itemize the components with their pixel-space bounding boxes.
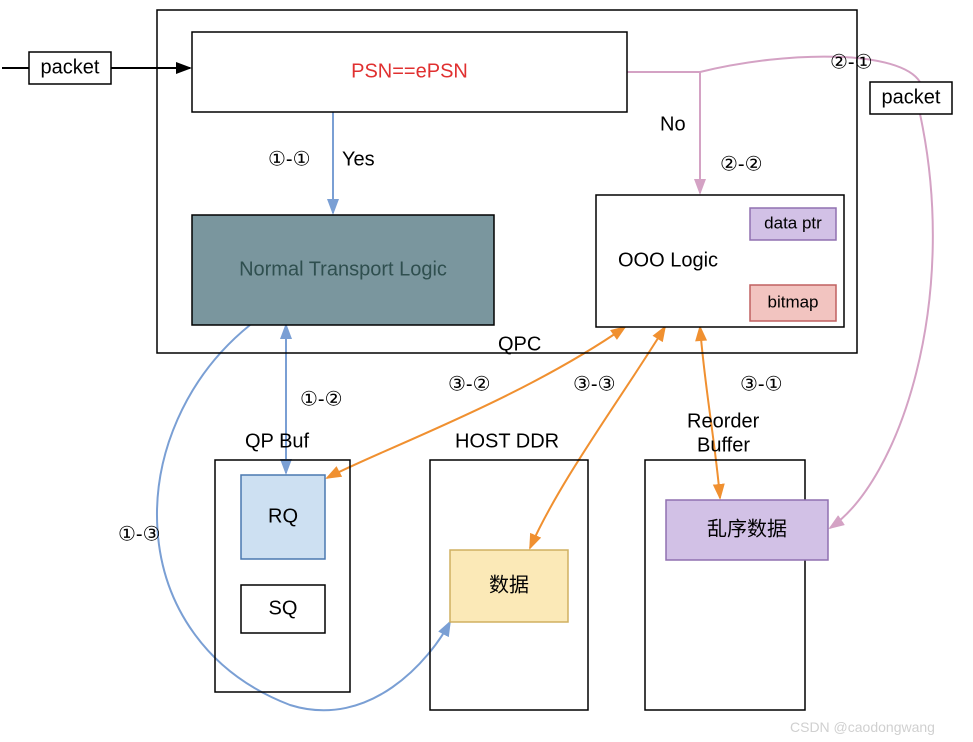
node-reorder_frame [645, 460, 805, 710]
anno-qpc: QPC [498, 333, 541, 355]
anno-e21: ②-① [830, 51, 873, 73]
anno-e22: ②-② [720, 153, 763, 175]
label-hostddr: HOST DDR [455, 430, 559, 452]
anno-e12: ①-② [300, 388, 343, 410]
edge-e32_curve [327, 327, 625, 478]
anno-e13: ①-③ [118, 523, 161, 545]
anno-e11: ①-① [268, 148, 311, 170]
label-reorder2: Buffer [697, 434, 750, 456]
label-sq: SQ [269, 597, 298, 619]
anno-no: No [660, 113, 686, 135]
label-packet_out: packet [882, 86, 941, 108]
anno-yes: Yes [342, 148, 375, 170]
edge-e21_to_ooo [830, 114, 933, 528]
anno-e31: ③-① [740, 373, 783, 395]
label-decision: PSN==ePSN [351, 60, 468, 82]
anno-e32: ③-② [448, 373, 491, 395]
anno-e33: ③-③ [573, 373, 616, 395]
label-reorder1: Reorder [687, 410, 760, 432]
label-bitmap: bitmap [767, 292, 818, 311]
edge-e21_curve [700, 57, 920, 82]
watermark: CSDN @caodongwang [790, 719, 935, 735]
label-rq: RQ [268, 505, 298, 527]
label-ooo_data: 乱序数据 [707, 517, 787, 540]
label-normal: Normal Transport Logic [239, 258, 447, 280]
label-packet_in: packet [41, 56, 100, 78]
label-data: 数据 [489, 573, 529, 596]
label-ooo: OOO Logic [618, 249, 718, 271]
label-data_ptr: data ptr [764, 213, 822, 232]
label-qpbuf: QP Buf [245, 430, 310, 452]
